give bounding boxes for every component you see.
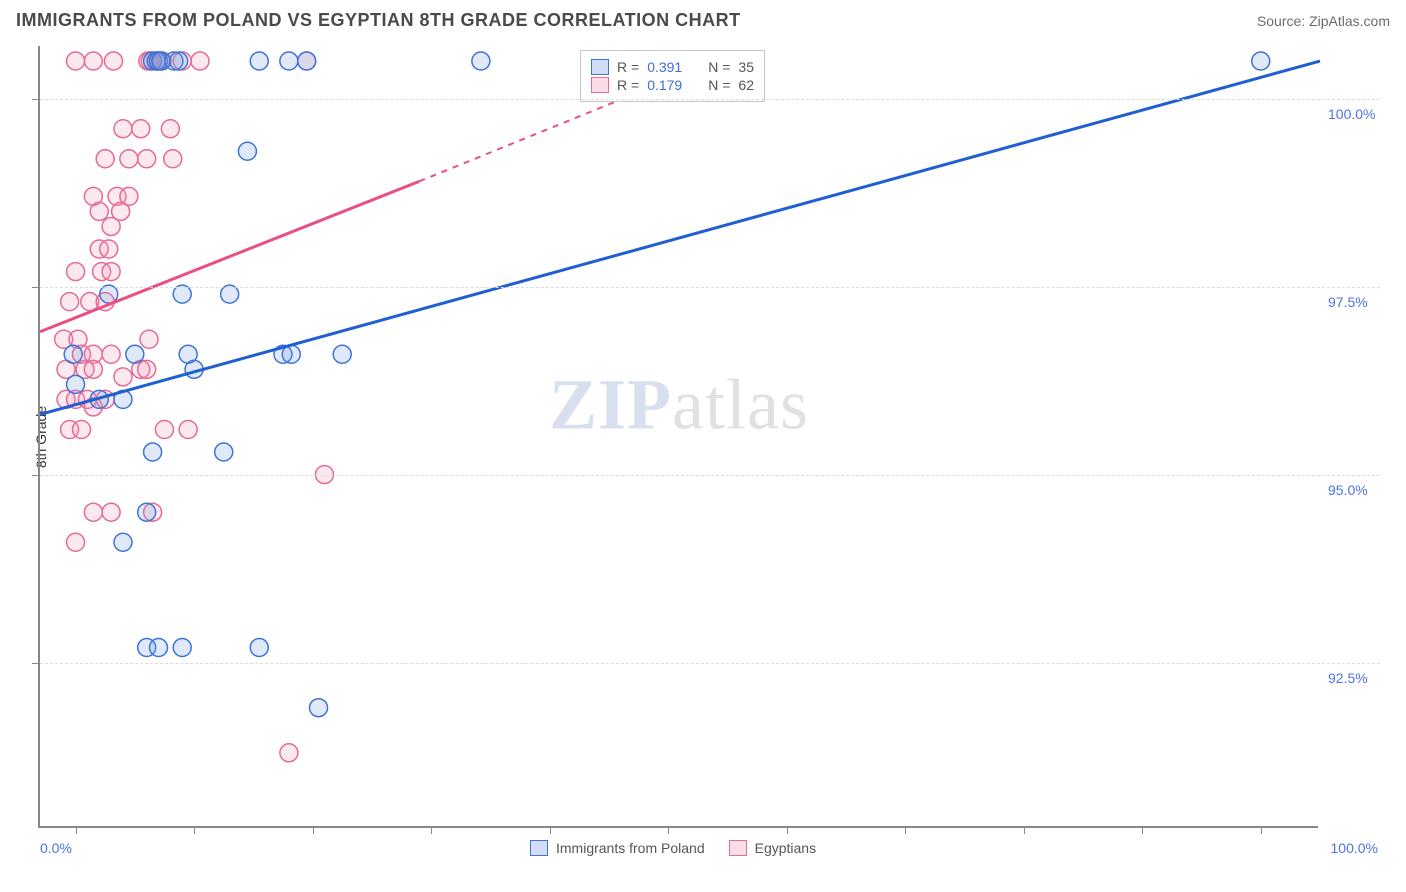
chart-container: 8th Grade ZIPatlas R = 0.391 N = 35 R = … <box>38 46 1390 828</box>
source-link[interactable]: ZipAtlas.com <box>1309 13 1390 29</box>
legend-correlation-box: R = 0.391 N = 35 R = 0.179 N = 62 <box>580 50 765 102</box>
x-tick <box>668 826 669 834</box>
swatch-egyptian <box>729 840 747 856</box>
x-tick <box>550 826 551 834</box>
y-tick <box>32 663 40 664</box>
legend-row-poland: R = 0.391 N = 35 <box>591 59 754 75</box>
gridline-h <box>40 475 1380 476</box>
legend-item-poland: Immigrants from Poland <box>530 840 705 856</box>
n-value-egyptian: 62 <box>738 77 754 93</box>
y-tick-label: 92.5% <box>1328 670 1368 686</box>
y-tick-label: 95.0% <box>1328 482 1368 498</box>
x-tick <box>1142 826 1143 834</box>
r-value-poland: 0.391 <box>647 59 682 75</box>
legend-item-egyptian: Egyptians <box>729 840 816 856</box>
x-tick <box>76 826 77 834</box>
x-axis-label-min: 0.0% <box>40 840 72 856</box>
x-tick <box>431 826 432 834</box>
x-tick <box>905 826 906 834</box>
n-label: N = <box>708 59 730 75</box>
swatch-poland <box>591 59 609 75</box>
swatch-egyptian <box>591 77 609 93</box>
gridline-h <box>40 663 1380 664</box>
chart-title: IMMIGRANTS FROM POLAND VS EGYPTIAN 8TH G… <box>16 10 741 31</box>
y-tick <box>32 475 40 476</box>
r-label: R = <box>617 59 639 75</box>
x-tick <box>194 826 195 834</box>
x-axis-label-max: 100.0% <box>1331 840 1378 856</box>
legend-bottom: Immigrants from Poland Egyptians <box>530 840 816 856</box>
gridline-h <box>40 287 1380 288</box>
y-tick-label: 100.0% <box>1328 106 1375 122</box>
y-tick <box>32 287 40 288</box>
scatter-svg <box>40 46 1320 828</box>
legend-row-egyptian: R = 0.179 N = 62 <box>591 77 754 93</box>
source-prefix: Source: <box>1257 13 1309 29</box>
swatch-poland <box>530 840 548 856</box>
n-value-poland: 35 <box>738 59 754 75</box>
x-tick <box>1024 826 1025 834</box>
x-tick <box>313 826 314 834</box>
r-label: R = <box>617 77 639 93</box>
plot-area: ZIPatlas R = 0.391 N = 35 R = 0.179 N = … <box>38 46 1318 828</box>
r-value-egyptian: 0.179 <box>647 77 682 93</box>
n-label: N = <box>708 77 730 93</box>
legend-label-poland: Immigrants from Poland <box>556 840 705 856</box>
x-tick <box>1261 826 1262 834</box>
x-tick <box>787 826 788 834</box>
source-attribution: Source: ZipAtlas.com <box>1257 13 1390 29</box>
gridline-h <box>40 99 1380 100</box>
y-tick <box>32 99 40 100</box>
legend-label-egyptian: Egyptians <box>755 840 816 856</box>
y-tick-label: 97.5% <box>1328 294 1368 310</box>
